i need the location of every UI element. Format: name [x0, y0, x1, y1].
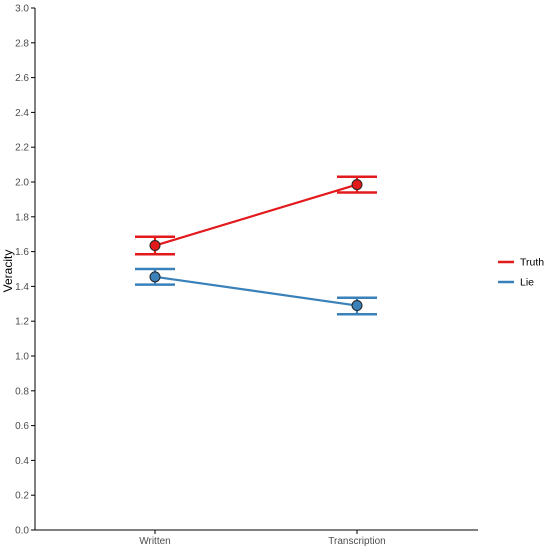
y-axis-title: Veracity: [1, 250, 15, 293]
x-tick-label: Written: [139, 536, 171, 547]
y-tick-label: 1.4: [15, 282, 29, 293]
y-tick-label: 2.2: [15, 143, 29, 154]
y-tick-label: 1.8: [15, 212, 29, 223]
series-line: [154, 275, 358, 307]
series-lie: [135, 267, 377, 316]
y-tick-label: 2.8: [15, 38, 29, 49]
y-tick-label: 2.0: [15, 178, 29, 189]
x-axis-ticks: Written Transcription: [139, 530, 386, 547]
y-tick-label: 0.6: [15, 421, 29, 432]
y-tick-label: 0.0: [15, 526, 29, 537]
legend: Truth Lie: [498, 257, 544, 289]
series-layer: [135, 175, 377, 316]
y-tick-label: 0.4: [15, 456, 29, 467]
data-point: [351, 179, 363, 191]
series-truth: [135, 175, 377, 256]
data-point: [149, 240, 161, 252]
y-tick-label: 2.6: [15, 73, 29, 84]
y-tick-label: 1.0: [15, 352, 29, 363]
legend-label: Truth: [520, 257, 544, 269]
y-tick-label: 1.6: [15, 247, 29, 258]
y-tick-label: 0.2: [15, 491, 29, 502]
x-tick-label: Transcription: [328, 536, 385, 547]
legend-item-lie: Lie: [498, 277, 534, 289]
series-line: [154, 183, 358, 247]
legend-item-truth: Truth: [498, 257, 544, 269]
y-axis-ticks: 0.0 0.2 0.4 0.6 0.8 1.0 1.2 1.4 1.6 1.8 2.0 2.2 2.4 2…: [15, 4, 35, 537]
data-point: [149, 271, 161, 283]
legend-label: Lie: [520, 277, 534, 289]
y-tick-label: 1.2: [15, 317, 29, 328]
data-point: [351, 300, 363, 312]
y-tick-label: 3.0: [15, 4, 29, 15]
y-tick-label: 2.4: [15, 108, 29, 119]
y-tick-label: 0.8: [15, 386, 29, 397]
